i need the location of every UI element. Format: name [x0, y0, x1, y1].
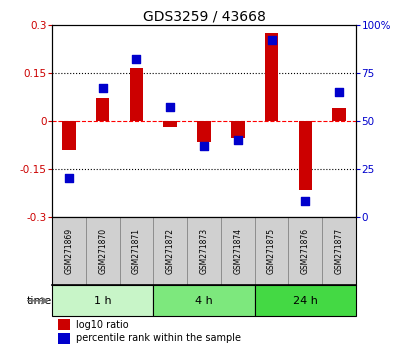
Text: GSM271869: GSM271869	[64, 228, 73, 274]
Point	[133, 57, 140, 62]
Point	[336, 89, 342, 95]
Text: GSM271870: GSM271870	[98, 228, 107, 274]
Text: GSM271874: GSM271874	[233, 228, 242, 274]
Bar	[164, 121, 177, 127]
Text: GSM271875: GSM271875	[267, 228, 276, 274]
Bar	[58, 333, 70, 344]
Bar	[255, 285, 356, 316]
Point	[234, 137, 241, 143]
Text: GSM271871: GSM271871	[132, 228, 141, 274]
Text: log10 ratio: log10 ratio	[76, 320, 129, 330]
Bar	[52, 217, 86, 285]
Bar	[298, 121, 312, 189]
Text: GSM271877: GSM271877	[335, 228, 344, 274]
Bar	[322, 217, 356, 285]
Text: 1 h: 1 h	[94, 296, 112, 306]
Bar	[288, 217, 322, 285]
Text: GSM271873: GSM271873	[200, 228, 208, 274]
Bar	[58, 319, 70, 330]
Bar	[187, 217, 221, 285]
Bar	[255, 217, 288, 285]
Bar	[96, 98, 110, 121]
Text: time: time	[27, 296, 52, 306]
Point	[201, 143, 207, 149]
Text: 4 h: 4 h	[195, 296, 213, 306]
Text: GSM271872: GSM271872	[166, 228, 175, 274]
Bar	[62, 121, 76, 149]
Text: GSM271876: GSM271876	[301, 228, 310, 274]
Bar	[86, 217, 120, 285]
Text: 24 h: 24 h	[293, 296, 318, 306]
Point	[66, 176, 72, 181]
Bar	[221, 217, 255, 285]
Text: percentile rank within the sample: percentile rank within the sample	[76, 333, 241, 343]
Bar	[332, 108, 346, 121]
Bar	[120, 217, 153, 285]
Bar	[52, 285, 153, 316]
Title: GDS3259 / 43668: GDS3259 / 43668	[142, 10, 266, 24]
Bar	[130, 68, 143, 121]
Bar	[231, 121, 244, 138]
Bar	[153, 217, 187, 285]
Point	[268, 37, 275, 43]
Point	[167, 104, 174, 110]
Bar	[265, 33, 278, 121]
Point	[302, 199, 308, 204]
Bar	[197, 121, 211, 142]
Point	[100, 85, 106, 91]
Bar	[153, 285, 255, 316]
